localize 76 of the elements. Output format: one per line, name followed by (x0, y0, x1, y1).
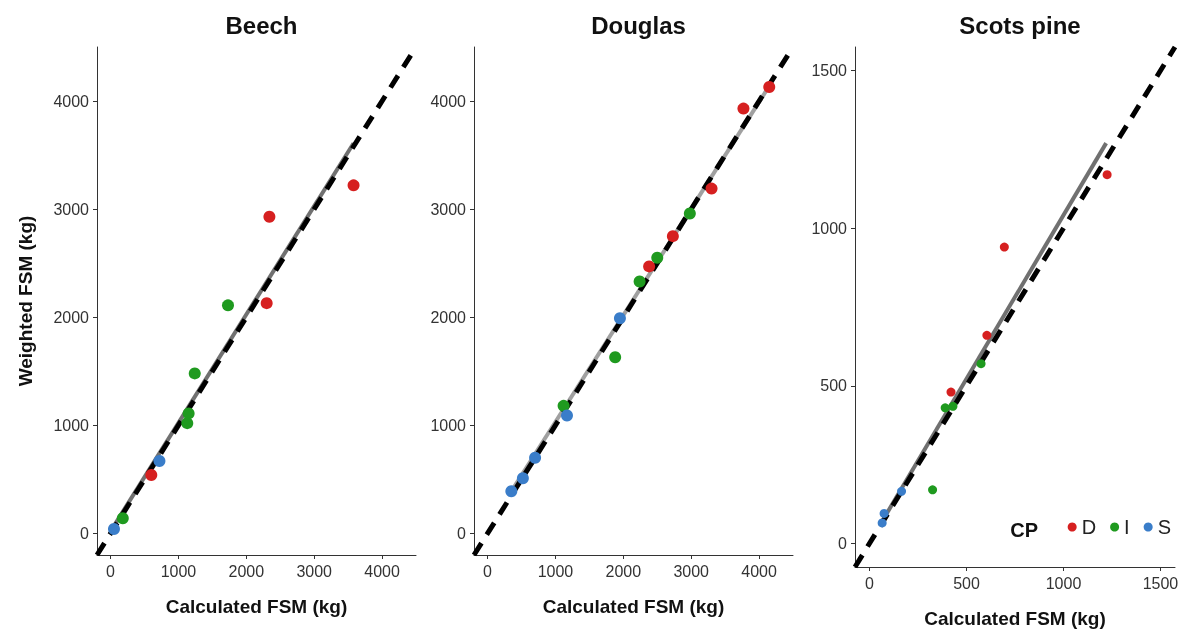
y-tick-label: 1000 (811, 219, 848, 237)
point (737, 102, 750, 115)
y-tick-label: 0 (838, 534, 848, 552)
legend-title: CP (1010, 519, 1039, 541)
chart-title: Beech (225, 11, 298, 39)
x-axis-title: Calculated FSM (kg) (165, 596, 348, 617)
point (260, 297, 273, 310)
point (879, 508, 889, 518)
point (683, 207, 696, 220)
point (946, 387, 956, 397)
point (181, 417, 194, 430)
point (705, 182, 718, 195)
point (613, 312, 626, 325)
x-tick-label: 2000 (605, 562, 642, 580)
point (222, 299, 234, 312)
point (948, 401, 958, 411)
point (877, 518, 887, 528)
point (107, 523, 120, 536)
legend-label: D (1081, 516, 1097, 538)
x-axis-title: Calculated FSM (kg) (542, 596, 725, 617)
legend-label: I (1124, 516, 1130, 538)
point (153, 454, 166, 467)
y-tick-label: 1000 (430, 416, 467, 434)
x-axis-title: Calculated FSM (kg) (924, 608, 1106, 629)
point (347, 179, 360, 192)
y-tick-label: 2000 (53, 308, 90, 326)
point (505, 485, 518, 498)
y-tick-label: 0 (80, 524, 90, 542)
y-tick-label: 0 (457, 524, 467, 542)
point (609, 351, 622, 364)
point (999, 242, 1009, 252)
x-tick-label: 1000 (160, 562, 197, 580)
x-tick-label: 1000 (537, 562, 574, 580)
x-tick-label: 2000 (228, 562, 265, 580)
point (982, 330, 992, 340)
point (763, 80, 776, 93)
y-tick-label: 1500 (811, 62, 848, 80)
point (643, 260, 656, 273)
point (928, 485, 938, 495)
point (116, 512, 129, 525)
x-tick-label: 0 (106, 562, 116, 580)
point (182, 407, 195, 420)
point (557, 399, 570, 412)
x-tick-label: 4000 (741, 562, 777, 580)
y-tick-label: 500 (820, 377, 848, 395)
y-tick-label: 2000 (430, 308, 467, 326)
y-tick-label: 3000 (53, 200, 90, 218)
x-tick-label: 0 (865, 574, 875, 592)
point (529, 451, 542, 464)
x-tick-label: 1000 (1045, 574, 1082, 592)
point (263, 210, 276, 223)
point (940, 403, 950, 413)
point (1102, 170, 1112, 180)
y-axis-title: Weighted FSM (kg) (15, 215, 36, 387)
point (897, 486, 907, 496)
point (561, 409, 573, 422)
chart-title: Douglas (591, 11, 686, 39)
point (633, 275, 646, 288)
point (188, 367, 201, 380)
point (516, 472, 529, 485)
y-tick-label: 4000 (430, 92, 467, 110)
x-tick-label: 3000 (673, 562, 710, 580)
x-tick-label: 0 (483, 562, 493, 580)
point (651, 251, 664, 264)
x-tick-label: 500 (953, 574, 980, 592)
y-tick-label: 3000 (430, 200, 467, 218)
point (666, 230, 679, 243)
legend-label: S (1157, 516, 1171, 538)
chart-title: Scots pine (959, 11, 1081, 39)
x-tick-label: 1500 (1142, 574, 1179, 592)
y-tick-label: 1000 (53, 416, 90, 434)
point (145, 469, 158, 482)
x-tick-label: 4000 (364, 562, 400, 580)
point (976, 359, 986, 369)
x-tick-label: 3000 (296, 562, 333, 580)
y-tick-label: 4000 (53, 92, 90, 110)
